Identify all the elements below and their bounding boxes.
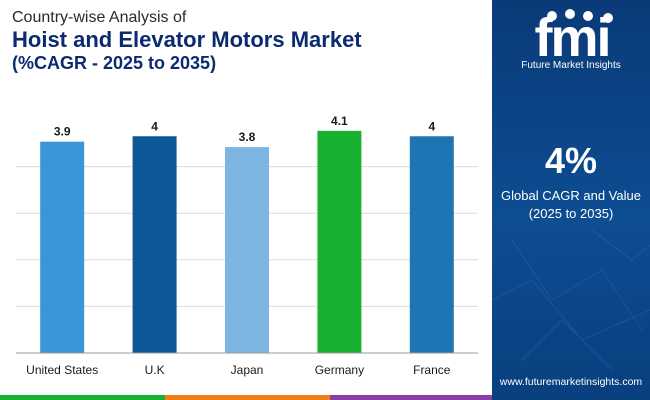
sidebar-decoration xyxy=(492,229,650,371)
data-label: 3.8 xyxy=(239,130,256,144)
chart-header: Country-wise Analysis of Hoist and Eleva… xyxy=(12,8,482,74)
x-tick-label: Germany xyxy=(315,363,364,377)
global-cagr-label-line2: (2025 to 2035) xyxy=(528,206,614,221)
x-tick-label: United States xyxy=(26,363,98,377)
bottom-color-strip xyxy=(0,395,492,400)
strip-green xyxy=(0,395,165,400)
strip-orange xyxy=(165,395,330,400)
logo-name: Future Market Insights xyxy=(521,60,621,71)
data-label: 4 xyxy=(151,119,158,133)
bar-france xyxy=(409,136,454,353)
website-link[interactable]: www.futuremarketinsights.com xyxy=(499,376,643,388)
strip-purple xyxy=(330,395,492,400)
bar-germany xyxy=(317,130,362,353)
data-label: 4 xyxy=(428,119,435,133)
bar-japan xyxy=(225,147,269,353)
chart-title-unit: (%CAGR - 2025 to 2035) xyxy=(12,53,217,73)
global-cagr-label: Global CAGR and Value (2025 to 2035) xyxy=(492,187,650,223)
bar-chart: 3.9 United States 4 U.K 3.8 Japan 4.1 Germany 4 F… xyxy=(16,114,478,377)
x-tick-label: U.K xyxy=(145,363,165,377)
x-tick-label: Japan xyxy=(231,363,264,377)
data-label: 4.1 xyxy=(331,114,348,128)
bar-u-k xyxy=(132,136,177,353)
chart-title: Hoist and Elevator Motors Market xyxy=(12,27,362,52)
x-tick-label: France xyxy=(413,363,451,377)
chart-subtitle: Country-wise Analysis of xyxy=(12,9,187,26)
bar-united-states xyxy=(40,141,85,353)
global-cagr-label-line1: Global CAGR and Value xyxy=(501,188,641,203)
chart-area: 3.9 United States 4 U.K 3.8 Japan 4.1 Germany 4 F… xyxy=(0,80,492,380)
sidebar-panel: fmi Future Market Insights 4% Global CAG… xyxy=(492,0,650,400)
data-label: 3.9 xyxy=(54,125,71,139)
global-cagr-value: 4% xyxy=(544,140,598,181)
fmi-logo: fmi xyxy=(535,8,613,68)
